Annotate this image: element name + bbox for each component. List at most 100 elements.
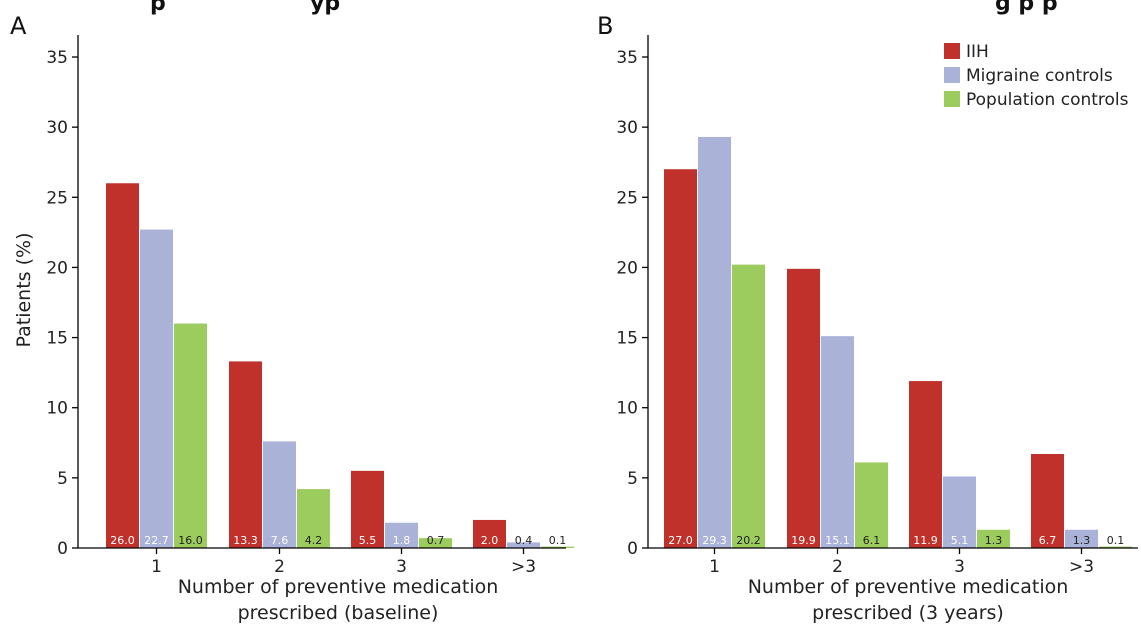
x-ticks-b: 1 2 3 >3 [709,548,1094,577]
bar-a-2-1 [385,522,418,548]
title-fragment-left: p [150,0,166,16]
bar-a-0-2 [174,323,207,548]
y-tick-label-a-7: 35 [46,48,68,68]
legend-swatch-migraine [944,67,960,83]
bar-a-1-0 [229,361,262,548]
bar-a-3-0 [473,519,506,548]
legend-swatch-iih [944,43,960,59]
bar-b-1-0 [787,268,820,548]
y-tick-label-b-1: 5 [627,469,638,489]
bar-label-a-1-0: 13.3 [233,534,258,547]
bar-b-0-0 [664,169,697,548]
bar-a-0-0 [106,183,139,548]
bar-a-2-0 [351,470,384,548]
bar-label-a-1-2: 4.2 [305,534,323,547]
y-tick-label-a-2: 10 [46,399,68,419]
y-tick-label-a-3: 15 [46,329,68,349]
title-fragment-right: g p p [995,0,1058,16]
x-tick-label-b-2: 3 [954,557,965,577]
bar-labels-a: 26.0 22.7 16.0 13.3 7.6 4.2 5.5 1.8 0.7 2.0 0.4 0.1 [110,534,566,547]
y-tick-label-a-0: 0 [57,539,68,559]
bar-label-b-3-0: 6.7 [1039,534,1057,547]
bar-b-3-2 [1099,546,1132,548]
y-tick-label-b-4: 20 [616,258,638,278]
bar-label-b-1-0: 19.9 [791,534,816,547]
x-tick-label-b-3: >3 [1069,557,1094,577]
bar-label-a-3-2: 0.1 [549,534,567,547]
bar-a-1-2 [297,489,330,548]
bar-label-a-0-0: 26.0 [110,534,135,547]
y-axis-label-a: Patients (%) [13,233,35,348]
bars-a [106,183,574,548]
bar-label-a-0-1: 22.7 [144,534,169,547]
bar-b-1-1 [821,336,854,548]
title-fragment-mid: yp [310,0,340,16]
bar-label-b-2-2: 1.3 [985,534,1003,547]
x-tick-label-a-3: >3 [511,557,536,577]
bar-label-b-3-1: 1.3 [1073,534,1091,547]
panel-label-a: A [10,12,27,40]
bar-b-0-2 [732,264,765,548]
bar-label-a-3-0: 2.0 [481,534,499,547]
y-tick-label-b-2: 10 [616,399,638,419]
x-tick-label-a-2: 3 [396,557,407,577]
bar-a-3-2 [541,546,574,548]
bar-label-b-0-2: 20.2 [736,534,761,547]
bar-label-b-1-1: 15.1 [825,534,850,547]
bar-label-a-3-1: 0.4 [515,534,533,547]
bar-a-1-1 [263,441,296,548]
legend-swatch-population [944,91,960,107]
x-tick-label-b-1: 2 [832,557,843,577]
y-tick-label-b-6: 30 [616,118,638,138]
panel-label-b: B [597,12,613,40]
panel-a: A Patients (%) 0 5 10 15 20 25 30 35 26.0 22.7 16… [10,12,574,624]
bar-b-3-0 [1031,454,1064,548]
bar-label-b-0-0: 27.0 [668,534,693,547]
y-tick-label-b-3: 15 [616,329,638,349]
y-ticks-a: 0 5 10 15 20 25 30 35 [46,48,78,559]
bar-b-2-1 [943,476,976,548]
y-ticks-b: 0 5 10 15 20 25 30 35 [616,48,648,559]
bar-a-0-1 [140,229,173,548]
y-tick-label-a-4: 20 [46,258,68,278]
y-tick-label-b-7: 35 [616,48,638,68]
bar-label-b-1-2: 6.1 [863,534,881,547]
bar-label-b-2-0: 11.9 [913,534,938,547]
y-tick-label-a-6: 30 [46,118,68,138]
legend-label-iih: IIH [966,42,989,62]
x-axis-label-b-line1: Number of preventive medication [748,576,1069,598]
x-tick-label-a-0: 1 [151,557,162,577]
bar-b-1-2 [855,462,888,548]
bar-label-a-2-0: 5.5 [359,534,377,547]
x-axis-label-a-line2: prescribed (baseline) [238,602,439,624]
x-axis-label-b-line2: prescribed (3 years) [812,602,1004,624]
legend-label-population: Population controls [966,90,1129,110]
x-tick-label-b-0: 1 [709,557,720,577]
bar-b-3-1 [1065,529,1098,548]
bar-labels-b: 27.0 29.3 20.2 19.9 15.1 6.1 11.9 5.1 1.3 6.7 1.3 0… [668,534,1124,547]
x-ticks-a: 1 2 3 >3 [151,548,536,577]
bar-b-2-0 [909,381,942,548]
bar-a-2-2 [419,538,452,548]
y-tick-label-b-0: 0 [627,539,638,559]
legend-label-migraine: Migraine controls [966,66,1113,86]
x-tick-label-a-1: 2 [274,557,285,577]
bar-label-a-2-1: 1.8 [393,534,411,547]
bar-label-b-3-2: 0.1 [1107,534,1125,547]
bar-label-a-2-2: 0.7 [427,534,445,547]
legend: IIH Migraine controls Population control… [944,42,1129,110]
bar-b-2-2 [977,529,1010,548]
y-tick-label-b-5: 25 [616,188,638,208]
bar-label-a-0-2: 16.0 [178,534,203,547]
y-tick-label-a-1: 5 [57,469,68,489]
bar-label-b-2-1: 5.1 [951,534,969,547]
bars-b [664,136,1132,548]
x-axis-label-a-line1: Number of preventive medication [178,576,499,598]
bar-label-b-0-1: 29.3 [702,534,727,547]
y-tick-label-a-5: 25 [46,188,68,208]
bar-label-a-1-1: 7.6 [271,534,289,547]
bar-b-0-1 [698,136,731,548]
bar-a-3-1 [507,542,540,548]
